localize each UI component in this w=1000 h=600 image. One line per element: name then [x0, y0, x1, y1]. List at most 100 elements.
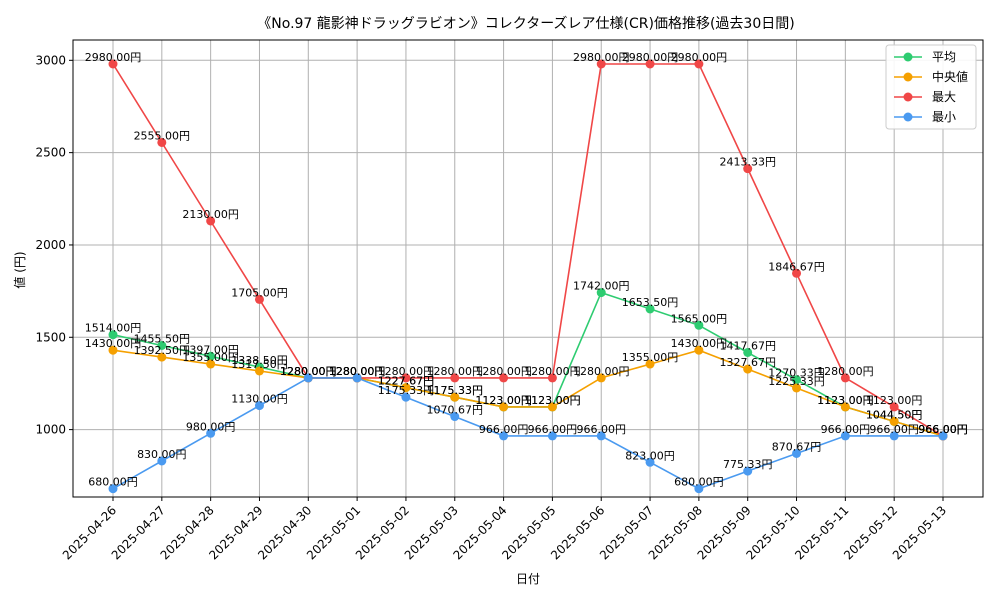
- data-point: [401, 392, 411, 402]
- data-point: [157, 340, 167, 350]
- data-point: [157, 456, 167, 466]
- data-label: 1565.00円: [671, 312, 728, 325]
- data-label: 966.00円: [479, 423, 529, 436]
- y-tick-label: 1500: [35, 330, 66, 344]
- data-label: 1225.33円: [768, 375, 825, 388]
- data-label: 1280.00円: [329, 365, 386, 378]
- series-line: [112, 349, 944, 437]
- x-axis-label: 日付: [516, 572, 540, 586]
- series-line: [112, 377, 943, 490]
- data-point: [157, 137, 167, 147]
- data-label: 1280.00円: [329, 365, 386, 378]
- data-point: [645, 457, 655, 467]
- data-label: 966.00円: [918, 423, 968, 436]
- data-label: 1280.00円: [280, 365, 337, 378]
- data-label: 2555.00円: [134, 129, 191, 142]
- data-label: 1280.00円: [378, 365, 435, 378]
- data-point: [108, 59, 118, 69]
- data-point: [840, 402, 850, 412]
- data-label: 1280.00円: [280, 365, 337, 378]
- data-point: [303, 373, 313, 383]
- data-point: [792, 268, 802, 278]
- data-point: [108, 345, 118, 355]
- data-point: [645, 304, 655, 314]
- data-point: [254, 294, 264, 304]
- series-group: [108, 59, 948, 494]
- data-label: 1280.00円: [475, 365, 532, 378]
- data-label: 2413.33円: [719, 156, 776, 169]
- data-label: 680.00円: [674, 476, 724, 489]
- data-label: 830.00円: [137, 448, 187, 461]
- data-label: 1123.00円: [524, 394, 581, 407]
- data-label: 1175.33円: [378, 384, 435, 397]
- legend-swatch-marker: [903, 72, 913, 82]
- data-label: 1123.00円: [866, 394, 923, 407]
- data-point: [743, 466, 753, 476]
- data-label: 2980.00円: [573, 51, 630, 64]
- data-label: 1392.50円: [134, 344, 191, 357]
- data-label: 1130.00円: [231, 393, 288, 406]
- data-point: [840, 431, 850, 441]
- data-point: [694, 484, 704, 494]
- data-point: [254, 366, 264, 376]
- y-tick-label: 2000: [35, 238, 66, 252]
- data-label: 1430.00円: [671, 337, 728, 350]
- data-label: 966.00円: [869, 423, 919, 436]
- data-point: [596, 59, 606, 69]
- data-label: 1280.00円: [524, 365, 581, 378]
- data-label: 1227.67円: [378, 375, 435, 388]
- data-label: 680.00円: [88, 476, 138, 489]
- data-label: 1044.50円: [866, 408, 923, 421]
- data-label: 1514.00円: [85, 322, 142, 335]
- y-axis-ticks: 1000 1500 2000 2500 3000: [35, 53, 73, 437]
- data-point: [108, 484, 118, 494]
- data-label: 1175.33円: [427, 384, 484, 397]
- y-tick-label: 1000: [35, 423, 66, 437]
- data-label: 966.00円: [576, 423, 626, 436]
- data-label: 2980.00円: [85, 51, 142, 64]
- data-point: [352, 373, 362, 383]
- data-point: [547, 373, 557, 383]
- data-point: [206, 359, 216, 369]
- chart-title: 《No.97 龍影神ドラッグラビオン》コレクターズレア仕様(CR)価格推移(過去…: [257, 15, 794, 32]
- data-label: 966.00円: [821, 423, 871, 436]
- data-label: 980.00円: [186, 420, 236, 433]
- data-labels-group: 1514.00円1455.50円1397.00円1338.50円1280.00円…: [85, 51, 968, 489]
- data-label: 1280.00円: [427, 365, 484, 378]
- data-point: [499, 402, 509, 412]
- data-label: 1653.50円: [622, 296, 679, 309]
- data-label: 870.67円: [772, 440, 822, 453]
- data-label: 1455.50円: [134, 332, 191, 345]
- data-point: [938, 431, 948, 441]
- data-label: 1327.67円: [719, 356, 776, 369]
- data-label: 966.00円: [918, 423, 968, 436]
- data-point: [206, 216, 216, 226]
- data-point: [499, 373, 509, 383]
- data-point: [792, 448, 802, 458]
- data-point: [206, 351, 216, 361]
- data-point: [694, 320, 704, 330]
- data-label: 1417.67円: [719, 339, 776, 352]
- data-label: 966.00円: [918, 423, 968, 436]
- data-point: [743, 164, 753, 174]
- data-point: [401, 373, 411, 383]
- data-point: [889, 402, 899, 412]
- data-label: 1280.00円: [280, 365, 337, 378]
- data-point: [792, 383, 802, 393]
- data-point: [499, 431, 509, 441]
- data-point: [889, 416, 899, 426]
- data-point: [108, 330, 118, 340]
- data-label: 1280.00円: [329, 365, 386, 378]
- y-tick-label: 3000: [35, 53, 66, 67]
- data-label: 823.00円: [625, 449, 675, 462]
- data-label: 1280.00円: [329, 365, 386, 378]
- data-label: 1227.67円: [378, 375, 435, 388]
- data-point: [547, 431, 557, 441]
- plot-area: [72, 39, 984, 498]
- data-label: 1355.00円: [182, 351, 239, 364]
- data-label: 966.00円: [528, 423, 578, 436]
- series-line: [112, 63, 944, 437]
- y-tick-label: 2500: [35, 146, 66, 160]
